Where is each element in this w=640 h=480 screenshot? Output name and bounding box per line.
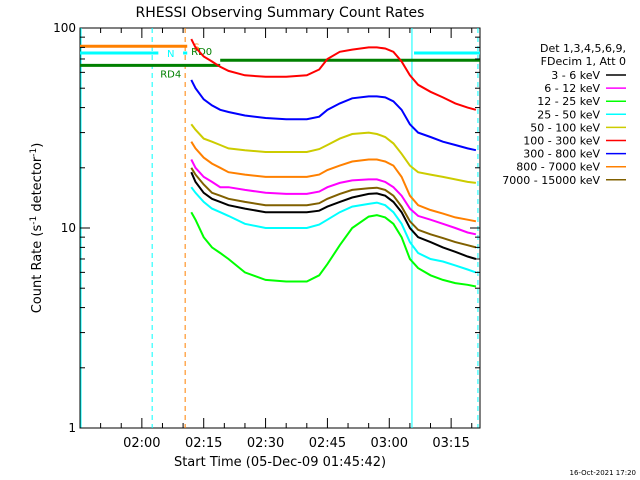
legend-entry-label: 800 - 7000 keV <box>516 161 600 174</box>
y-axis-label: Count Rate (s-1 detector-1) <box>29 143 45 314</box>
series-line-1 <box>190 159 477 236</box>
x-axis-label: Start Time (05-Dec-09 01:45:42) <box>174 455 386 470</box>
series-line-4 <box>190 123 477 184</box>
x-tick-label: 02:45 <box>309 436 346 451</box>
flag-label-n: N <box>167 49 174 60</box>
y-tick-label: 10 <box>61 221 76 235</box>
series-line-8 <box>190 167 477 249</box>
y-tick-label: 100 <box>53 21 76 35</box>
x-tick-label: 03:15 <box>432 436 469 451</box>
series-line-2 <box>190 211 477 288</box>
series-line-7 <box>190 141 477 223</box>
legend-entry-label: 300 - 800 keV <box>523 148 600 161</box>
axis-layer: 1 10 100 02:00 02:15 02:30 02:45 03:00 03:15 <box>53 21 480 451</box>
x-tick-label: 02:30 <box>247 436 284 451</box>
legend-entry-label: 7000 - 15000 keV <box>502 174 600 187</box>
series-layer <box>190 38 477 288</box>
series-line-3 <box>190 186 477 274</box>
flag-label-rd0: RD0 <box>191 47 212 58</box>
x-tick-label: 02:00 <box>123 436 160 451</box>
chart-title: RHESSI Observing Summary Count Rates <box>136 5 425 21</box>
y-tick-label: 1 <box>68 421 76 435</box>
legend-entry-label: 12 - 25 keV <box>537 95 600 108</box>
x-tick-label: 03:00 <box>371 436 408 451</box>
series-line-5 <box>190 38 477 111</box>
legend-header-1: Det 1,3,4,5,6,9, <box>540 42 626 55</box>
timestamp: 16-Oct-2021 17:20 <box>570 469 636 477</box>
legend-entry-label: 100 - 300 keV <box>523 135 600 148</box>
series-line-0 <box>190 171 477 260</box>
x-tick-label: 02:15 <box>185 436 222 451</box>
legend-header-2: FDecim 1, Att 0 <box>541 55 626 68</box>
legend-entry-label: 25 - 50 keV <box>537 108 600 121</box>
legend-entry-label: 6 - 12 keV <box>544 82 600 95</box>
flag-label-rd4: RD4 <box>160 69 181 80</box>
legend-entry-label: 3 - 6 keV <box>551 69 600 82</box>
legend-entry-label: 50 - 100 keV <box>530 121 600 134</box>
series-line-6 <box>190 79 477 152</box>
